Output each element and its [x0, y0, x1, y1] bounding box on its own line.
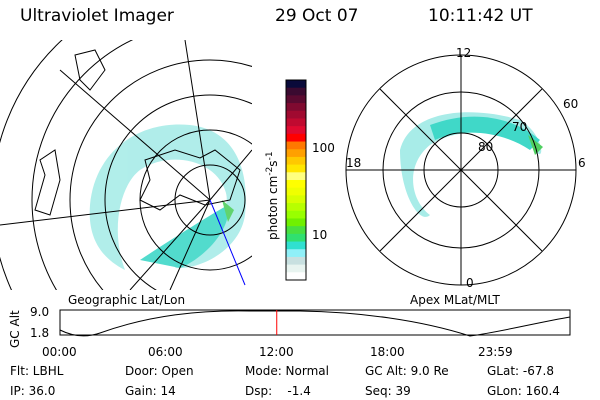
left-map-label: Geographic Lat/Lon — [68, 293, 186, 307]
colorbar-swatch — [286, 156, 306, 166]
mode-status: Mode: Normal — [245, 364, 329, 378]
colorbar-units: photon cm-2s-1 — [265, 151, 280, 240]
colorbar-tick-100: 100 — [312, 141, 335, 155]
mlt-12: 12 — [456, 46, 472, 60]
glon-status: GLon: 160.4 — [487, 384, 560, 398]
colorbar-swatch — [286, 80, 306, 89]
ip-status: IP: 36.0 — [10, 384, 56, 398]
date-label: 29 Oct 07 — [275, 6, 359, 26]
dsp-status: Dsp: -1.4 — [245, 384, 311, 398]
geographic-map — [0, 40, 252, 290]
colorbar-swatch — [286, 118, 306, 127]
ytick-9: 9.0 — [30, 305, 50, 319]
colorbar-swatch — [286, 264, 306, 273]
colorbar-swatch — [286, 103, 306, 112]
colorbar-swatch — [286, 256, 306, 266]
colorbar-swatch — [286, 133, 306, 143]
right-map-label: Apex MLat/MLT — [410, 293, 500, 307]
colorbar — [286, 80, 306, 281]
grid-circles — [0, 40, 252, 290]
xtick-0600: 06:00 — [148, 345, 183, 359]
colorbar-swatch — [286, 172, 306, 181]
mlt-0: 0 — [466, 276, 474, 290]
mlat-80: 80 — [478, 140, 494, 154]
ytick-1.8: 1.8 — [30, 326, 50, 340]
time-label: 10:11:42 UT — [428, 6, 533, 26]
colorbar-swatch — [286, 187, 306, 196]
sun-direction-line — [209, 199, 246, 286]
aurora-oval-left — [89, 124, 246, 270]
colorbar-swatch — [286, 87, 306, 96]
colorbar-swatch — [286, 195, 306, 204]
colorbar-swatch — [286, 272, 306, 281]
xtick-1200: 12:00 — [259, 345, 294, 359]
colorbar-swatch — [286, 180, 306, 189]
gcalt-status: GC Alt: 9.0 Re — [365, 364, 449, 378]
gain-status: Gain: 14 — [125, 384, 176, 398]
colorbar-swatch — [286, 203, 306, 212]
colorbar-swatch — [286, 126, 306, 135]
colorbar-swatch — [286, 226, 306, 235]
timeline-ylabel: GC Alt — [8, 310, 22, 348]
glat-status: GLat: -67.8 — [487, 364, 554, 378]
gc-altitude-timeline — [59, 309, 571, 337]
xtick-2359: 23:59 — [478, 345, 513, 359]
mlat-70: 70 — [512, 120, 528, 134]
filter-status: Flt: LBHL — [10, 364, 64, 378]
instrument-title: Ultraviolet Imager — [20, 6, 174, 26]
colorbar-swatch — [286, 95, 306, 104]
colorbar-swatch — [286, 241, 306, 250]
seq-status: Seq: 39 — [365, 384, 411, 398]
xtick-0000: 00:00 — [42, 345, 77, 359]
door-status: Door: Open — [125, 364, 194, 378]
colorbar-swatch — [286, 218, 306, 227]
colorbar-swatch — [286, 141, 306, 150]
mlt-18: 18 — [346, 156, 362, 170]
colorbar-swatch — [286, 210, 306, 219]
colorbar-swatch — [286, 249, 306, 258]
colorbar-tick-10: 10 — [312, 228, 328, 242]
colorbar-swatch — [286, 233, 306, 243]
colorbar-swatch — [286, 164, 306, 173]
mlt-6: 6 — [578, 156, 586, 170]
colorbar-swatch — [286, 149, 306, 158]
apex-polar-map — [345, 54, 577, 286]
xtick-1800: 18:00 — [370, 345, 405, 359]
colorbar-swatch — [286, 110, 306, 119]
mlat-60: 60 — [563, 97, 579, 111]
